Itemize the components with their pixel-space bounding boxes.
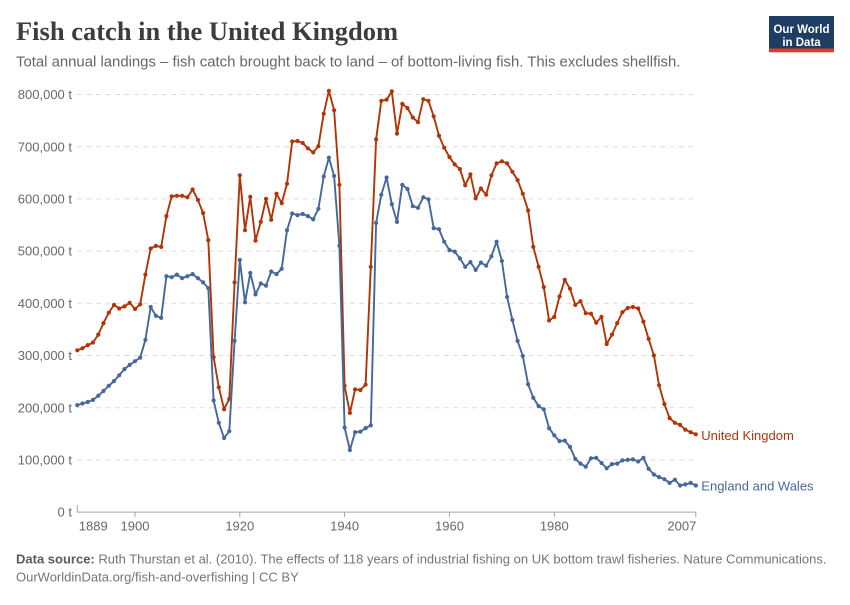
svg-text:Total annual landings – fish c: Total annual landings – fish catch broug… [16, 55, 680, 71]
svg-text:600,000 t: 600,000 t [18, 192, 73, 207]
svg-text:Fish catch in the United Kingd: Fish catch in the United Kingdom [16, 16, 398, 46]
svg-text:1960: 1960 [435, 519, 464, 534]
svg-text:in Data: in Data [782, 37, 821, 49]
svg-text:1980: 1980 [540, 519, 569, 534]
svg-text:OurWorldinData.org/fish-and-ov: OurWorldinData.org/fish-and-overfishing … [16, 569, 299, 584]
svg-text:500,000 t: 500,000 t [18, 244, 73, 259]
svg-text:700,000 t: 700,000 t [18, 139, 73, 154]
svg-text:Our World: Our World [773, 24, 829, 36]
svg-text:1900: 1900 [121, 519, 150, 534]
svg-text:1920: 1920 [225, 519, 254, 534]
svg-text:England and Wales: England and Wales [701, 479, 814, 494]
svg-text:800,000 t: 800,000 t [18, 87, 73, 102]
svg-text:300,000 t: 300,000 t [18, 348, 73, 363]
svg-text:Data source: Ruth Thurstan et: Data source: Ruth Thurstan et al. (2010)… [16, 551, 826, 566]
svg-text:1940: 1940 [330, 519, 359, 534]
svg-text:400,000 t: 400,000 t [18, 296, 73, 311]
svg-text:2007: 2007 [667, 519, 696, 534]
svg-text:1889: 1889 [79, 519, 108, 534]
svg-text:United Kingdom: United Kingdom [701, 428, 794, 443]
svg-text:200,000 t: 200,000 t [18, 400, 73, 415]
svg-text:100,000 t: 100,000 t [18, 453, 73, 468]
svg-text:0 t: 0 t [58, 505, 73, 520]
